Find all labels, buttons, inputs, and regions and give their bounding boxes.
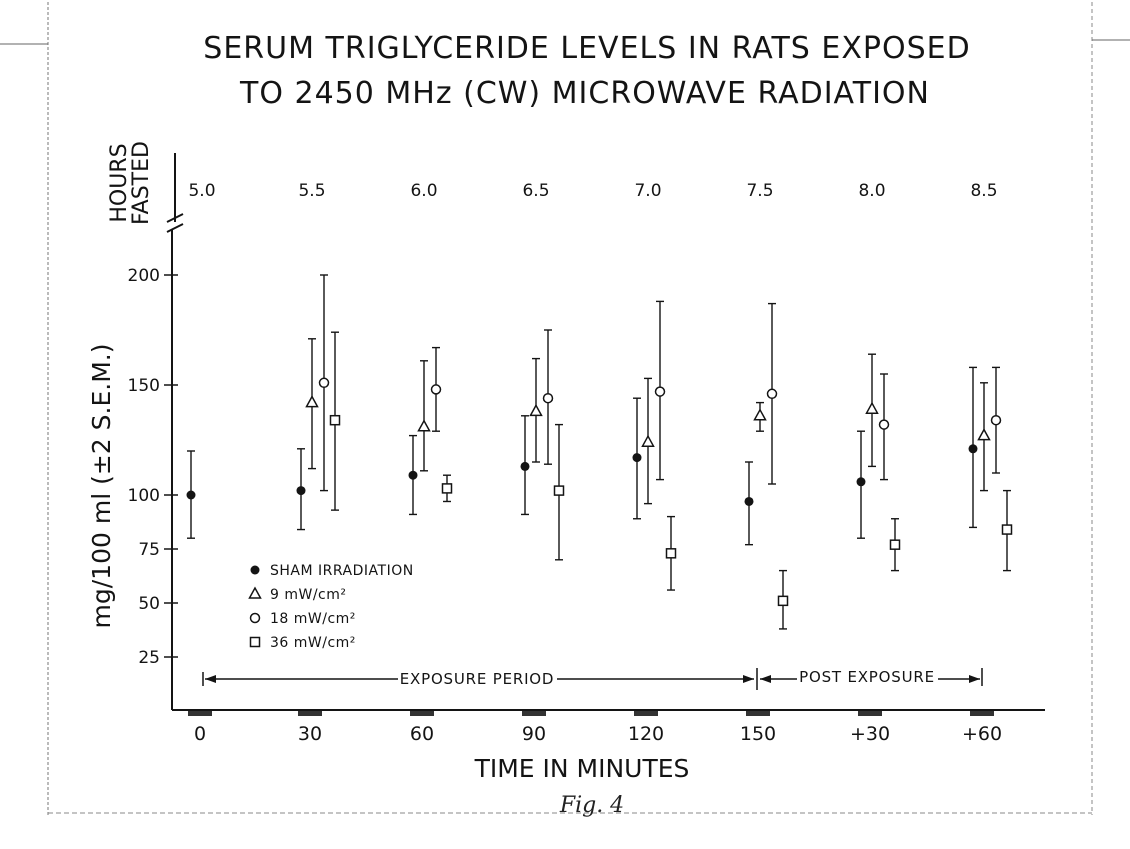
- data-markers: [186, 377, 1013, 607]
- data-point: [977, 428, 991, 441]
- x-tick-mark: [298, 711, 322, 716]
- hours-fasted-value: 8.0: [858, 181, 885, 201]
- y-tick-label: 25: [138, 648, 160, 668]
- x-tick-mark: [410, 711, 434, 716]
- hours-fasted-value: 7.0: [634, 181, 661, 201]
- y-ticks: 200 150 100 75 50 25: [128, 266, 178, 668]
- hours-fasted-value: 5.5: [298, 181, 325, 201]
- hours-fasted-value: 7.5: [746, 181, 773, 201]
- legend-marker: [249, 612, 261, 624]
- data-point: [632, 453, 642, 463]
- legend-label: 18 mW/cm²: [270, 611, 356, 627]
- x-tick-label: +30: [850, 723, 890, 745]
- data-point: [889, 539, 901, 550]
- data-point: [753, 408, 767, 421]
- data-point: [744, 496, 754, 506]
- x-tick-mark: [858, 711, 882, 716]
- data-point: [417, 419, 431, 432]
- y-tick-label: 150: [128, 376, 160, 396]
- chart-title-line1: SERUM TRIGLYCERIDE LEVELS IN RATS EXPOSE…: [203, 31, 970, 66]
- post-exposure-label: POST EXPOSURE: [799, 668, 935, 686]
- data-point: [296, 486, 306, 496]
- period-annotations: EXPOSURE PERIOD POST EXPOSURE: [202, 668, 983, 690]
- data-point: [1001, 524, 1013, 535]
- y-tick-label: 200: [128, 266, 160, 286]
- data-point: [968, 444, 978, 454]
- legend-label: SHAM IRRADIATION: [270, 563, 414, 579]
- legend-label: 36 mW/cm²: [270, 635, 356, 651]
- y-tick-label: 100: [128, 486, 160, 506]
- hours-fasted-value: 5.0: [188, 181, 215, 201]
- post-arrowhead-right: [969, 675, 980, 683]
- x-tick-label: 150: [740, 723, 776, 745]
- x-tick-mark: [522, 711, 546, 716]
- x-tick-label: 90: [522, 723, 546, 745]
- hours-fasted-value: 8.5: [970, 181, 997, 201]
- exposure-period-label: EXPOSURE PERIOD: [400, 670, 555, 688]
- data-point: [777, 595, 789, 607]
- hours-label-line1: HOURS: [107, 143, 132, 222]
- axes: [166, 153, 1045, 711]
- data-point: [856, 477, 866, 487]
- data-point: [766, 388, 778, 400]
- data-point: [441, 483, 453, 494]
- y-tick-label: 75: [138, 540, 160, 560]
- data-point: [186, 490, 196, 500]
- data-point: [553, 485, 565, 496]
- chart-title-line2: TO 2450 MHz (CW) MICROWAVE RADIATION: [239, 76, 930, 111]
- data-point: [665, 548, 677, 559]
- x-tick-mark: [188, 711, 212, 716]
- data-point: [529, 403, 543, 417]
- axis-break-mark: [166, 223, 184, 233]
- data-point: [542, 392, 554, 404]
- data-point: [408, 470, 418, 480]
- legend: SHAM IRRADIATION 9 mW/cm² 18 mW/cm² 36 mW/c…: [248, 563, 414, 651]
- data-point: [878, 419, 890, 430]
- data-point: [318, 377, 330, 389]
- data-point: [865, 401, 879, 414]
- data-point: [654, 386, 666, 397]
- legend-label: 9 mW/cm²: [270, 587, 347, 603]
- x-axis-title: TIME IN MINUTES: [474, 754, 690, 783]
- x-tick-label: +60: [962, 723, 1002, 745]
- legend-marker: [248, 586, 262, 599]
- data-point: [641, 434, 655, 447]
- hours-fasted-value: 6.5: [522, 181, 549, 201]
- data-point: [520, 461, 530, 471]
- legend-marker: [249, 636, 261, 648]
- x-tick-mark: [970, 711, 994, 716]
- x-tick-label: 60: [410, 723, 434, 745]
- legend-marker: [250, 565, 260, 575]
- hours-fasted-row: 5.0 5.5 6.0 6.5 7.0 7.5 8.0 8.5: [188, 181, 997, 201]
- x-tick-label: 30: [298, 723, 322, 745]
- x-tick-label: 120: [628, 723, 664, 745]
- data-point: [430, 384, 442, 395]
- x-tick-mark: [746, 711, 770, 716]
- data-point: [329, 414, 341, 426]
- x-tick-label: 0: [194, 723, 206, 745]
- axis-break-mark: [166, 213, 184, 223]
- y-axis-title: mg/100 ml (±2 S.E.M.): [87, 344, 116, 629]
- data-point: [990, 414, 1002, 426]
- y-tick-label: 50: [138, 594, 160, 614]
- post-arrowhead-left: [760, 675, 771, 683]
- x-ticks: 0 30 60 90 120 150 +30 +60: [188, 711, 1002, 745]
- exposure-arrowhead-right: [743, 675, 754, 683]
- exposure-arrowhead-left: [205, 675, 216, 683]
- x-tick-mark: [634, 711, 658, 716]
- data-point: [305, 395, 319, 408]
- hours-fasted-value: 6.0: [410, 181, 437, 201]
- hours-label-line2: FASTED: [129, 141, 154, 225]
- figure-signature: Fig. 4: [559, 793, 624, 818]
